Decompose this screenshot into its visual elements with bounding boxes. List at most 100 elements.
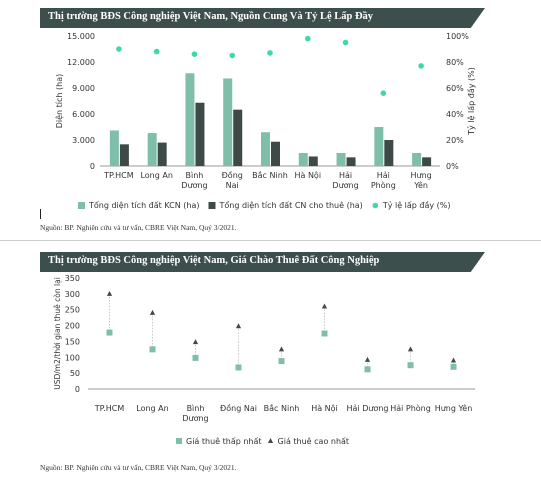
legend-label: Tỷ lệ lấp đầy (%) (382, 200, 451, 210)
y-tick-label: 150 (65, 337, 80, 346)
min-rent-marker (235, 364, 242, 371)
x-tick-label: Hải Dương (347, 403, 389, 413)
x-tick-label: Bắc Ninh (264, 403, 300, 413)
y-tick-label: 3.000 (72, 136, 95, 145)
bar (233, 109, 243, 166)
bar (271, 141, 280, 166)
y-tick-label: 0 (90, 162, 95, 171)
y-right-tick-label: 40% (446, 110, 464, 119)
y-right-tick-label: 80% (446, 58, 464, 67)
min-rent-marker (192, 354, 199, 361)
y-tick-label: 9.000 (72, 84, 95, 93)
y-axis-label: Diện tích (ha) (54, 74, 64, 129)
occupancy-dot (304, 35, 311, 42)
max-rent-marker (192, 339, 199, 345)
bar (346, 157, 356, 166)
y-right-tick-label: 60% (446, 84, 464, 93)
bar (384, 140, 394, 166)
x-tick-label: Đồng Nai (220, 403, 257, 413)
x-tick-label: Bắc Ninh (252, 170, 288, 180)
max-rent-marker (321, 303, 328, 309)
occupancy-dot (418, 63, 424, 69)
x-tick-label: Long An (140, 171, 172, 180)
legend-swatch (78, 202, 85, 209)
y-tick-label: 250 (65, 306, 80, 315)
y-right-axis-label: Tỷ lệ lấp đầy (%) (466, 67, 476, 136)
legend-label: Tổng diện tích đất CN cho thuê (ha) (218, 200, 362, 210)
chart2-title: Thị trường BĐS Công nghiệp Việt Nam, Giá… (48, 255, 380, 266)
chart1-header-band: Thị trường BĐS Công nghiệp Việt Nam, Ngu… (40, 8, 485, 28)
y-right-tick-label: 20% (446, 136, 464, 145)
section-divider (0, 240, 541, 241)
y-tick-label: 50 (70, 369, 80, 378)
y-tick-label: 12.000 (67, 58, 95, 67)
x-tick-label: Hải (377, 170, 390, 180)
x-tick-label: TP.HCM (103, 171, 134, 180)
occupancy-dot (229, 52, 236, 59)
x-tick-label: Bình (187, 404, 205, 413)
bar (261, 132, 270, 166)
bar (336, 153, 346, 166)
legend-dot (372, 202, 379, 209)
x-tick-label: Hưng (410, 171, 431, 180)
bar (298, 153, 308, 166)
min-rent-marker (149, 346, 156, 353)
x-tick-label: Đồng (222, 170, 243, 180)
occupancy-dot (267, 50, 273, 56)
y-tick-label: 300 (65, 290, 80, 299)
x-tick-label: Nai (226, 181, 239, 190)
chart1-plot: 0 3.000 6.000 9.000 12.000 15.000 0% 20% 40% 60% 8… (54, 32, 476, 210)
min-rent-marker (278, 358, 285, 365)
min-rent-marker (321, 330, 328, 337)
min-rent-marker (364, 366, 371, 373)
x-tick-label: Phòng (371, 180, 396, 190)
bar (195, 102, 205, 166)
x-tick-label: Dương (332, 181, 358, 190)
bar (223, 78, 233, 166)
y-tick-label: 15.000 (67, 32, 95, 41)
y-tick-label: 0 (75, 385, 80, 394)
x-tick-label: Hải Phòng (390, 403, 431, 413)
max-rent-marker (235, 323, 242, 329)
x-tick-label: Hà Nội (294, 170, 321, 180)
y-tick-label: 200 (65, 322, 80, 331)
min-rent-marker (450, 363, 457, 370)
x-tick-label: Bình (186, 171, 204, 180)
legend-label: Giá thuê thấp nhất (186, 436, 262, 446)
occupancy-dot (153, 48, 160, 55)
max-rent-marker (106, 290, 113, 296)
text-cursor (40, 209, 41, 219)
chart2-source: Nguồn: BP. Nghiên cứu và tư vấn, CBRE Vi… (40, 463, 237, 472)
min-rent-marker (407, 362, 414, 369)
y-right-tick-label: 0% (446, 162, 459, 171)
chart1-source: Nguồn: BP. Nghiên cứu và tư vấn, CBRE Vi… (40, 223, 237, 232)
max-rent-marker (278, 346, 285, 352)
x-tick-label: Hà Nội (311, 403, 338, 413)
bar (374, 127, 384, 166)
legend-label: Giá thuê cao nhất (278, 436, 350, 446)
bar (157, 142, 167, 166)
y-axis-label: USD/m2/thời gian thuê còn lại (53, 277, 62, 390)
bar (147, 133, 157, 166)
max-rent-marker (149, 309, 156, 315)
bar (412, 153, 422, 166)
y-tick-label: 350 (65, 274, 80, 283)
bar (422, 157, 432, 166)
bar (109, 130, 119, 166)
legend-swatch (176, 438, 182, 444)
legend-triangle (267, 438, 274, 443)
max-rent-marker (407, 346, 414, 352)
occupancy-dot (342, 39, 349, 46)
max-rent-marker (450, 357, 457, 363)
x-tick-label: Dương (181, 181, 207, 190)
x-tick-label: Hưng Yên (435, 403, 473, 413)
occupancy-dot (191, 51, 198, 57)
x-tick-label: Dương (182, 414, 208, 423)
x-tick-label: Hải (339, 170, 352, 180)
y-right-tick-label: 100% (446, 32, 469, 41)
legend-label: Tổng diện tích đất KCN (ha) (88, 200, 199, 210)
x-tick-label: Yên (413, 180, 428, 190)
y-tick-label: 100 (65, 353, 80, 362)
min-rent-marker (106, 329, 113, 336)
